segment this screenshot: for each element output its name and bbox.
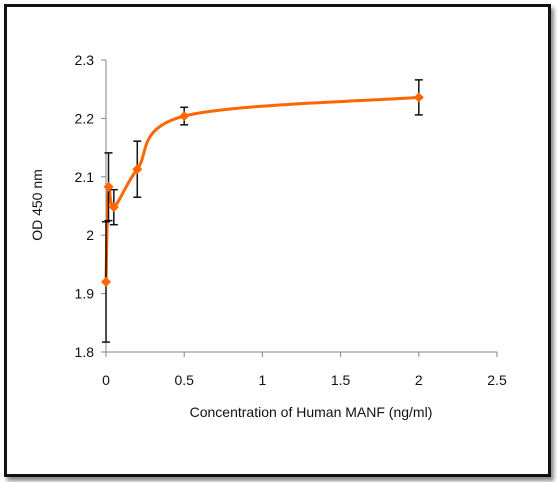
x-tick-label: 1 (259, 372, 267, 388)
x-tick-label: 2 (415, 372, 423, 388)
x-tick-label: 0.5 (174, 372, 194, 388)
data-point (101, 276, 111, 287)
x-tick-label: 0 (102, 372, 110, 388)
y-axis-label: OD 450 nm (29, 169, 45, 241)
data-point (108, 202, 119, 213)
y-tick-label: 2 (86, 227, 94, 243)
axes: 1.8 1.9 2 2.1 2.2 2.3 0 0.5 1 1.5 2 2.5 (75, 52, 507, 388)
y-tick-label: 1.9 (75, 286, 95, 302)
y-tick-label: 2.1 (75, 169, 95, 185)
y-tick-label: 2.3 (75, 52, 95, 68)
y-tick-label: 1.8 (75, 344, 95, 360)
data-point (132, 164, 143, 175)
x-ticks: 0 0.5 1 1.5 2 2.5 (102, 352, 507, 388)
series-line (104, 95, 419, 282)
x-tick-label: 1.5 (331, 372, 351, 388)
data-point (413, 92, 424, 103)
x-axis-label: Concentration of Human MANF (ng/ml) (190, 404, 433, 420)
y-tick-label: 2.2 (75, 110, 95, 126)
y-ticks: 1.8 1.9 2 2.1 2.2 2.3 (75, 52, 106, 360)
chart-frame (4, 4, 551, 477)
data-point (179, 111, 190, 122)
plot-area (101, 79, 424, 343)
x-tick-label: 2.5 (487, 372, 507, 388)
data-point (103, 181, 114, 192)
